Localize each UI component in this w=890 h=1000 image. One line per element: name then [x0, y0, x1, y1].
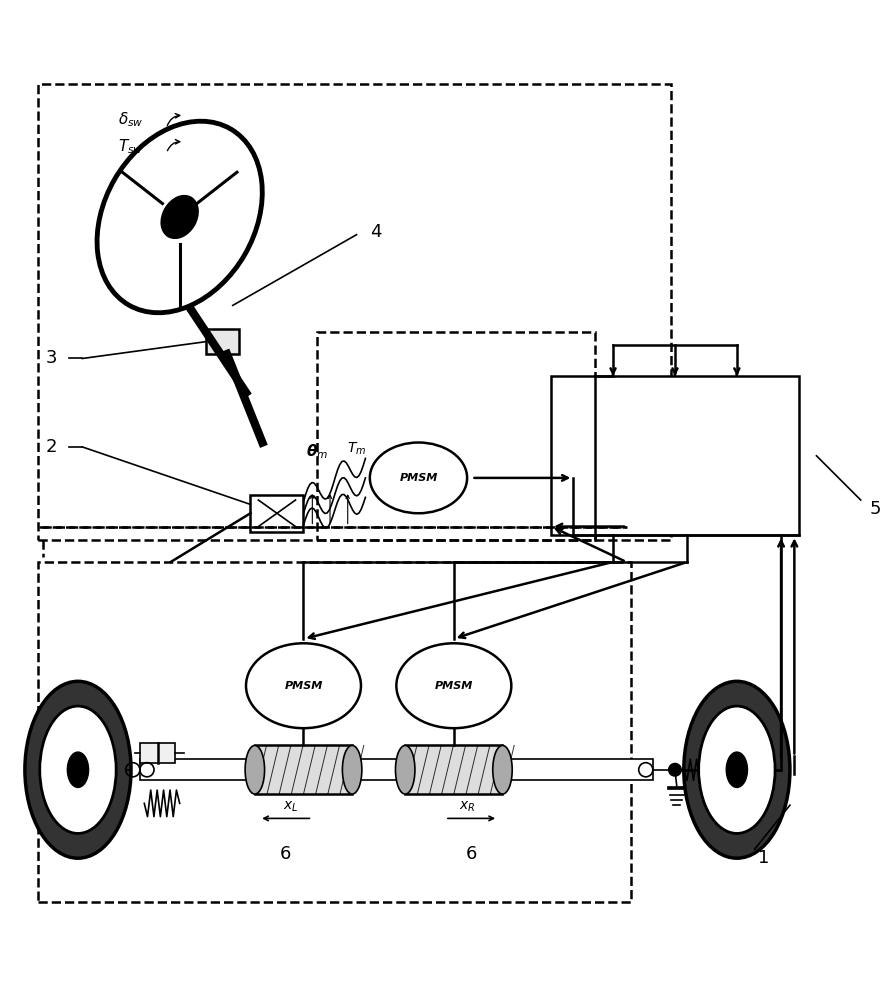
Ellipse shape — [726, 752, 748, 787]
Ellipse shape — [396, 643, 512, 728]
Polygon shape — [255, 745, 352, 794]
Text: $x_R$: $x_R$ — [459, 800, 475, 814]
Ellipse shape — [370, 443, 467, 513]
Polygon shape — [206, 329, 239, 354]
Text: PMSM: PMSM — [400, 473, 438, 483]
Ellipse shape — [40, 706, 117, 833]
Text: 3: 3 — [45, 349, 57, 367]
Circle shape — [668, 764, 681, 776]
Polygon shape — [140, 759, 653, 780]
Text: PMSM: PMSM — [284, 681, 323, 691]
Ellipse shape — [245, 745, 264, 794]
Text: $T_m$: $T_m$ — [347, 441, 366, 457]
Ellipse shape — [684, 681, 790, 858]
Text: $x_L$: $x_L$ — [282, 800, 298, 814]
Text: 6: 6 — [465, 845, 477, 863]
Ellipse shape — [25, 681, 131, 858]
Ellipse shape — [246, 643, 361, 728]
Ellipse shape — [161, 196, 198, 238]
Polygon shape — [250, 495, 303, 532]
Text: 5: 5 — [870, 500, 881, 518]
Polygon shape — [140, 743, 175, 763]
Ellipse shape — [493, 745, 513, 794]
Ellipse shape — [395, 745, 415, 794]
Ellipse shape — [343, 745, 362, 794]
Text: 1: 1 — [757, 849, 769, 867]
Ellipse shape — [699, 706, 775, 833]
Text: $\delta_{sw}$: $\delta_{sw}$ — [117, 110, 143, 129]
Text: 6: 6 — [280, 845, 292, 863]
Text: 2: 2 — [45, 438, 57, 456]
Text: $\boldsymbol{\theta}_m$: $\boldsymbol{\theta}_m$ — [305, 442, 328, 461]
Text: 4: 4 — [370, 223, 381, 241]
Ellipse shape — [68, 752, 89, 787]
Text: $T_{sw}$: $T_{sw}$ — [117, 137, 143, 156]
Polygon shape — [551, 376, 799, 535]
Polygon shape — [667, 786, 686, 789]
Polygon shape — [405, 745, 503, 794]
Text: PMSM: PMSM — [434, 681, 473, 691]
